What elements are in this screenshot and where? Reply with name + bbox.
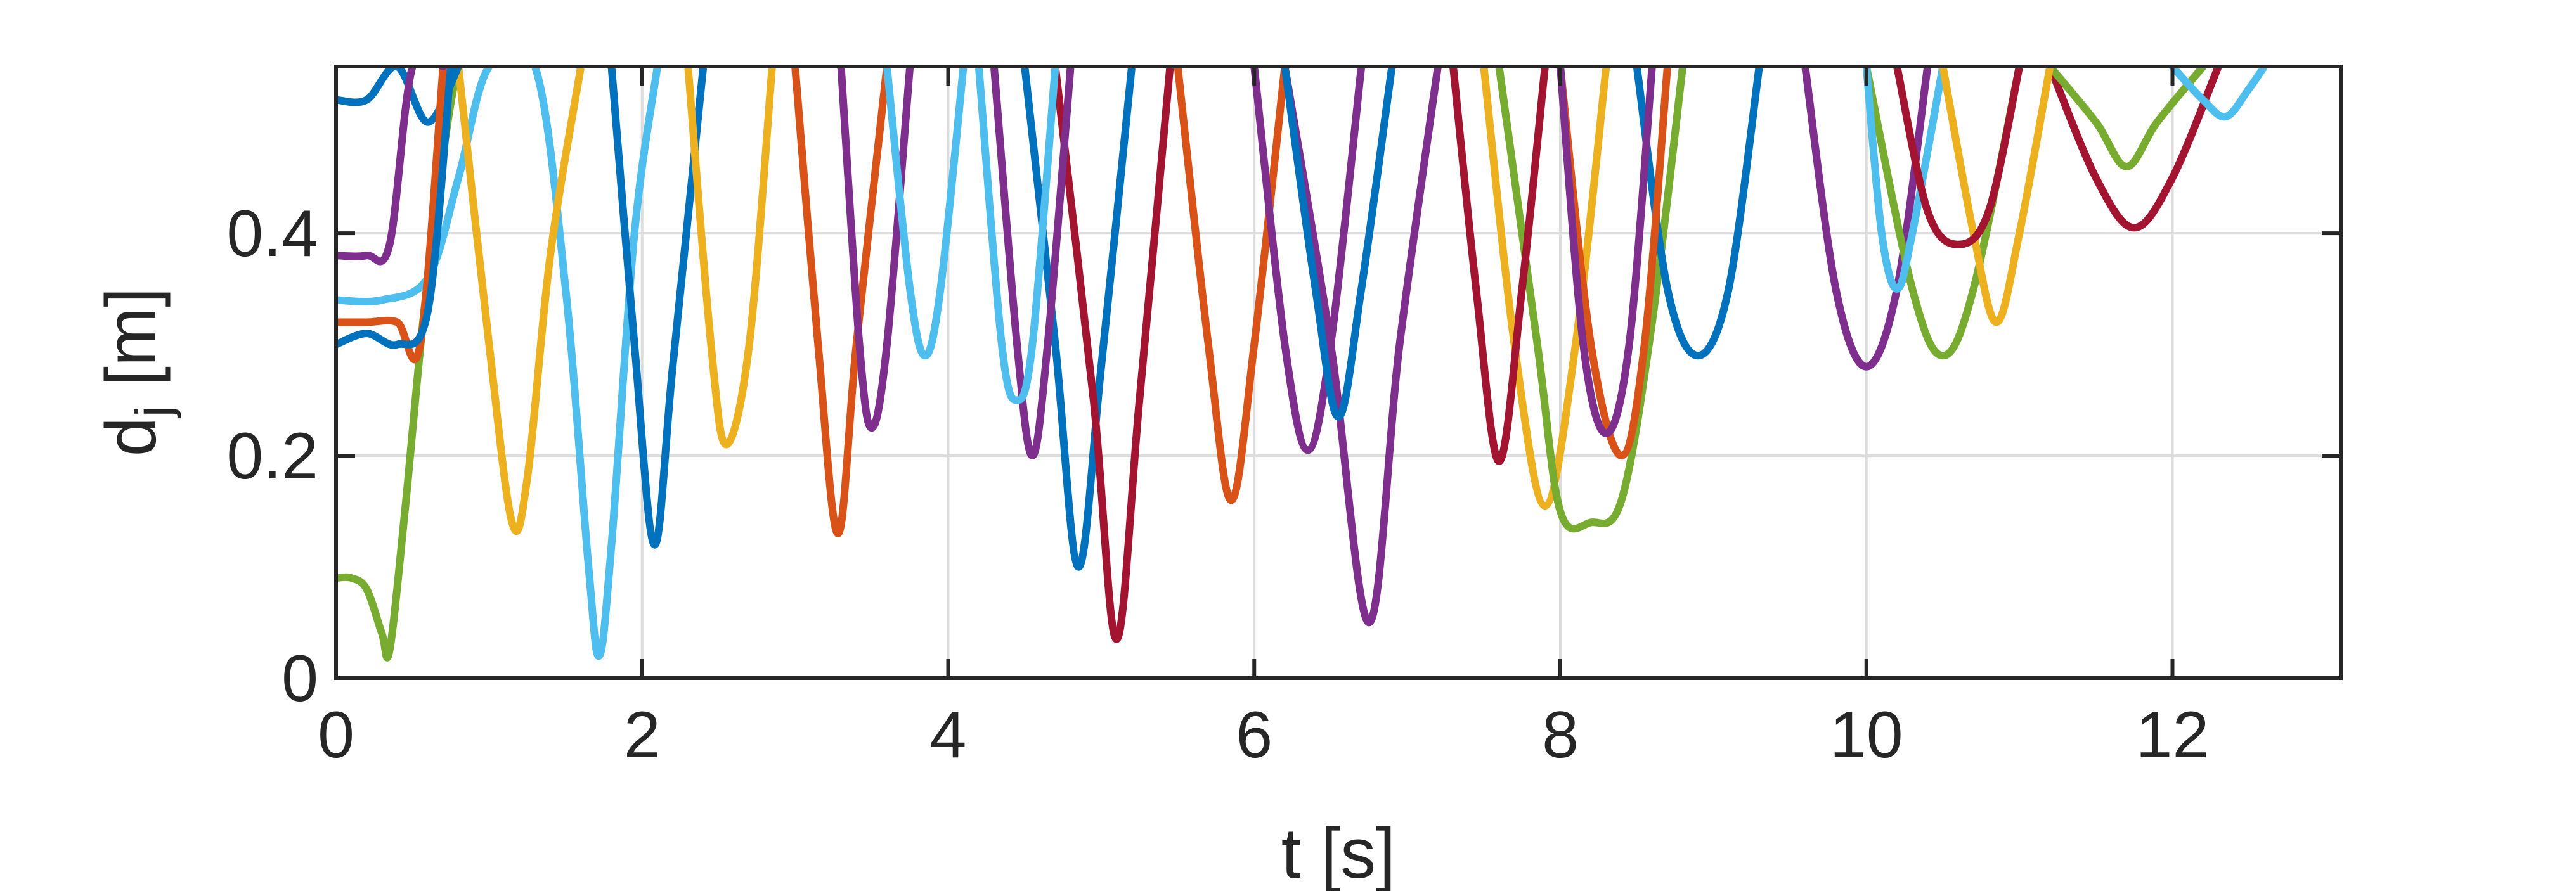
x-axis-label: t [s] <box>1281 814 1395 891</box>
series-line-19 <box>336 67 447 364</box>
series-line-13 <box>2046 67 2207 170</box>
y-tick-label: 0 <box>282 642 318 715</box>
axes-box <box>334 65 2343 680</box>
series-line-8 <box>1281 67 1442 627</box>
series-group <box>336 67 2269 662</box>
ticks <box>334 67 2341 680</box>
x-tick-label: 8 <box>1542 698 1579 772</box>
series-line-16 <box>1633 67 1763 360</box>
series-line-11 <box>1495 67 1687 533</box>
series-line-9 <box>1174 67 1289 504</box>
series-line-26 <box>974 67 1059 404</box>
x-tick-label: 10 <box>1830 698 1903 772</box>
series-line-21 <box>336 67 455 349</box>
y-axis-label: dj [m] <box>91 288 181 457</box>
y-tick-label: 0.2 <box>226 420 318 493</box>
series-line-10 <box>1480 67 1610 510</box>
y-axis-label-main: d <box>91 417 171 456</box>
series-line-2 <box>336 67 661 660</box>
x-tick-label: 2 <box>624 698 661 772</box>
series-line-31 <box>1557 67 1656 437</box>
series-line-12 <box>2046 67 2222 232</box>
series-line-24 <box>883 67 968 360</box>
series-line-7 <box>1051 67 1174 643</box>
x-tick-label: 6 <box>1236 698 1272 772</box>
series-line-34 <box>1893 67 2024 248</box>
series-line-27 <box>1250 67 1366 454</box>
series-line-33 <box>1939 67 2054 326</box>
series-line-25 <box>990 67 1075 460</box>
series-line-20 <box>336 67 447 266</box>
series-line-29 <box>1449 67 1549 465</box>
series-line-32 <box>1862 67 1947 293</box>
series-line-14 <box>2168 67 2269 121</box>
series-line-30 <box>1557 67 1671 460</box>
y-axis-label-sub: j <box>125 406 181 418</box>
y-tick-label: 0.4 <box>226 197 318 271</box>
x-tick-label: 0 <box>318 698 354 772</box>
series-line-3 <box>607 67 708 549</box>
series-line-22 <box>684 67 776 449</box>
series-line-5 <box>791 67 891 537</box>
tick-labels: 0 2 4 6 8 10 12 0 0.2 0.4 <box>226 197 2209 772</box>
series-line-28 <box>1281 67 1396 421</box>
series-line-4 <box>455 67 585 535</box>
y-axis-label-unit: [m] <box>91 288 171 406</box>
x-tick-label: 4 <box>930 698 967 772</box>
series-line-15 <box>1801 67 1932 371</box>
x-tick-label: 12 <box>2136 698 2210 772</box>
